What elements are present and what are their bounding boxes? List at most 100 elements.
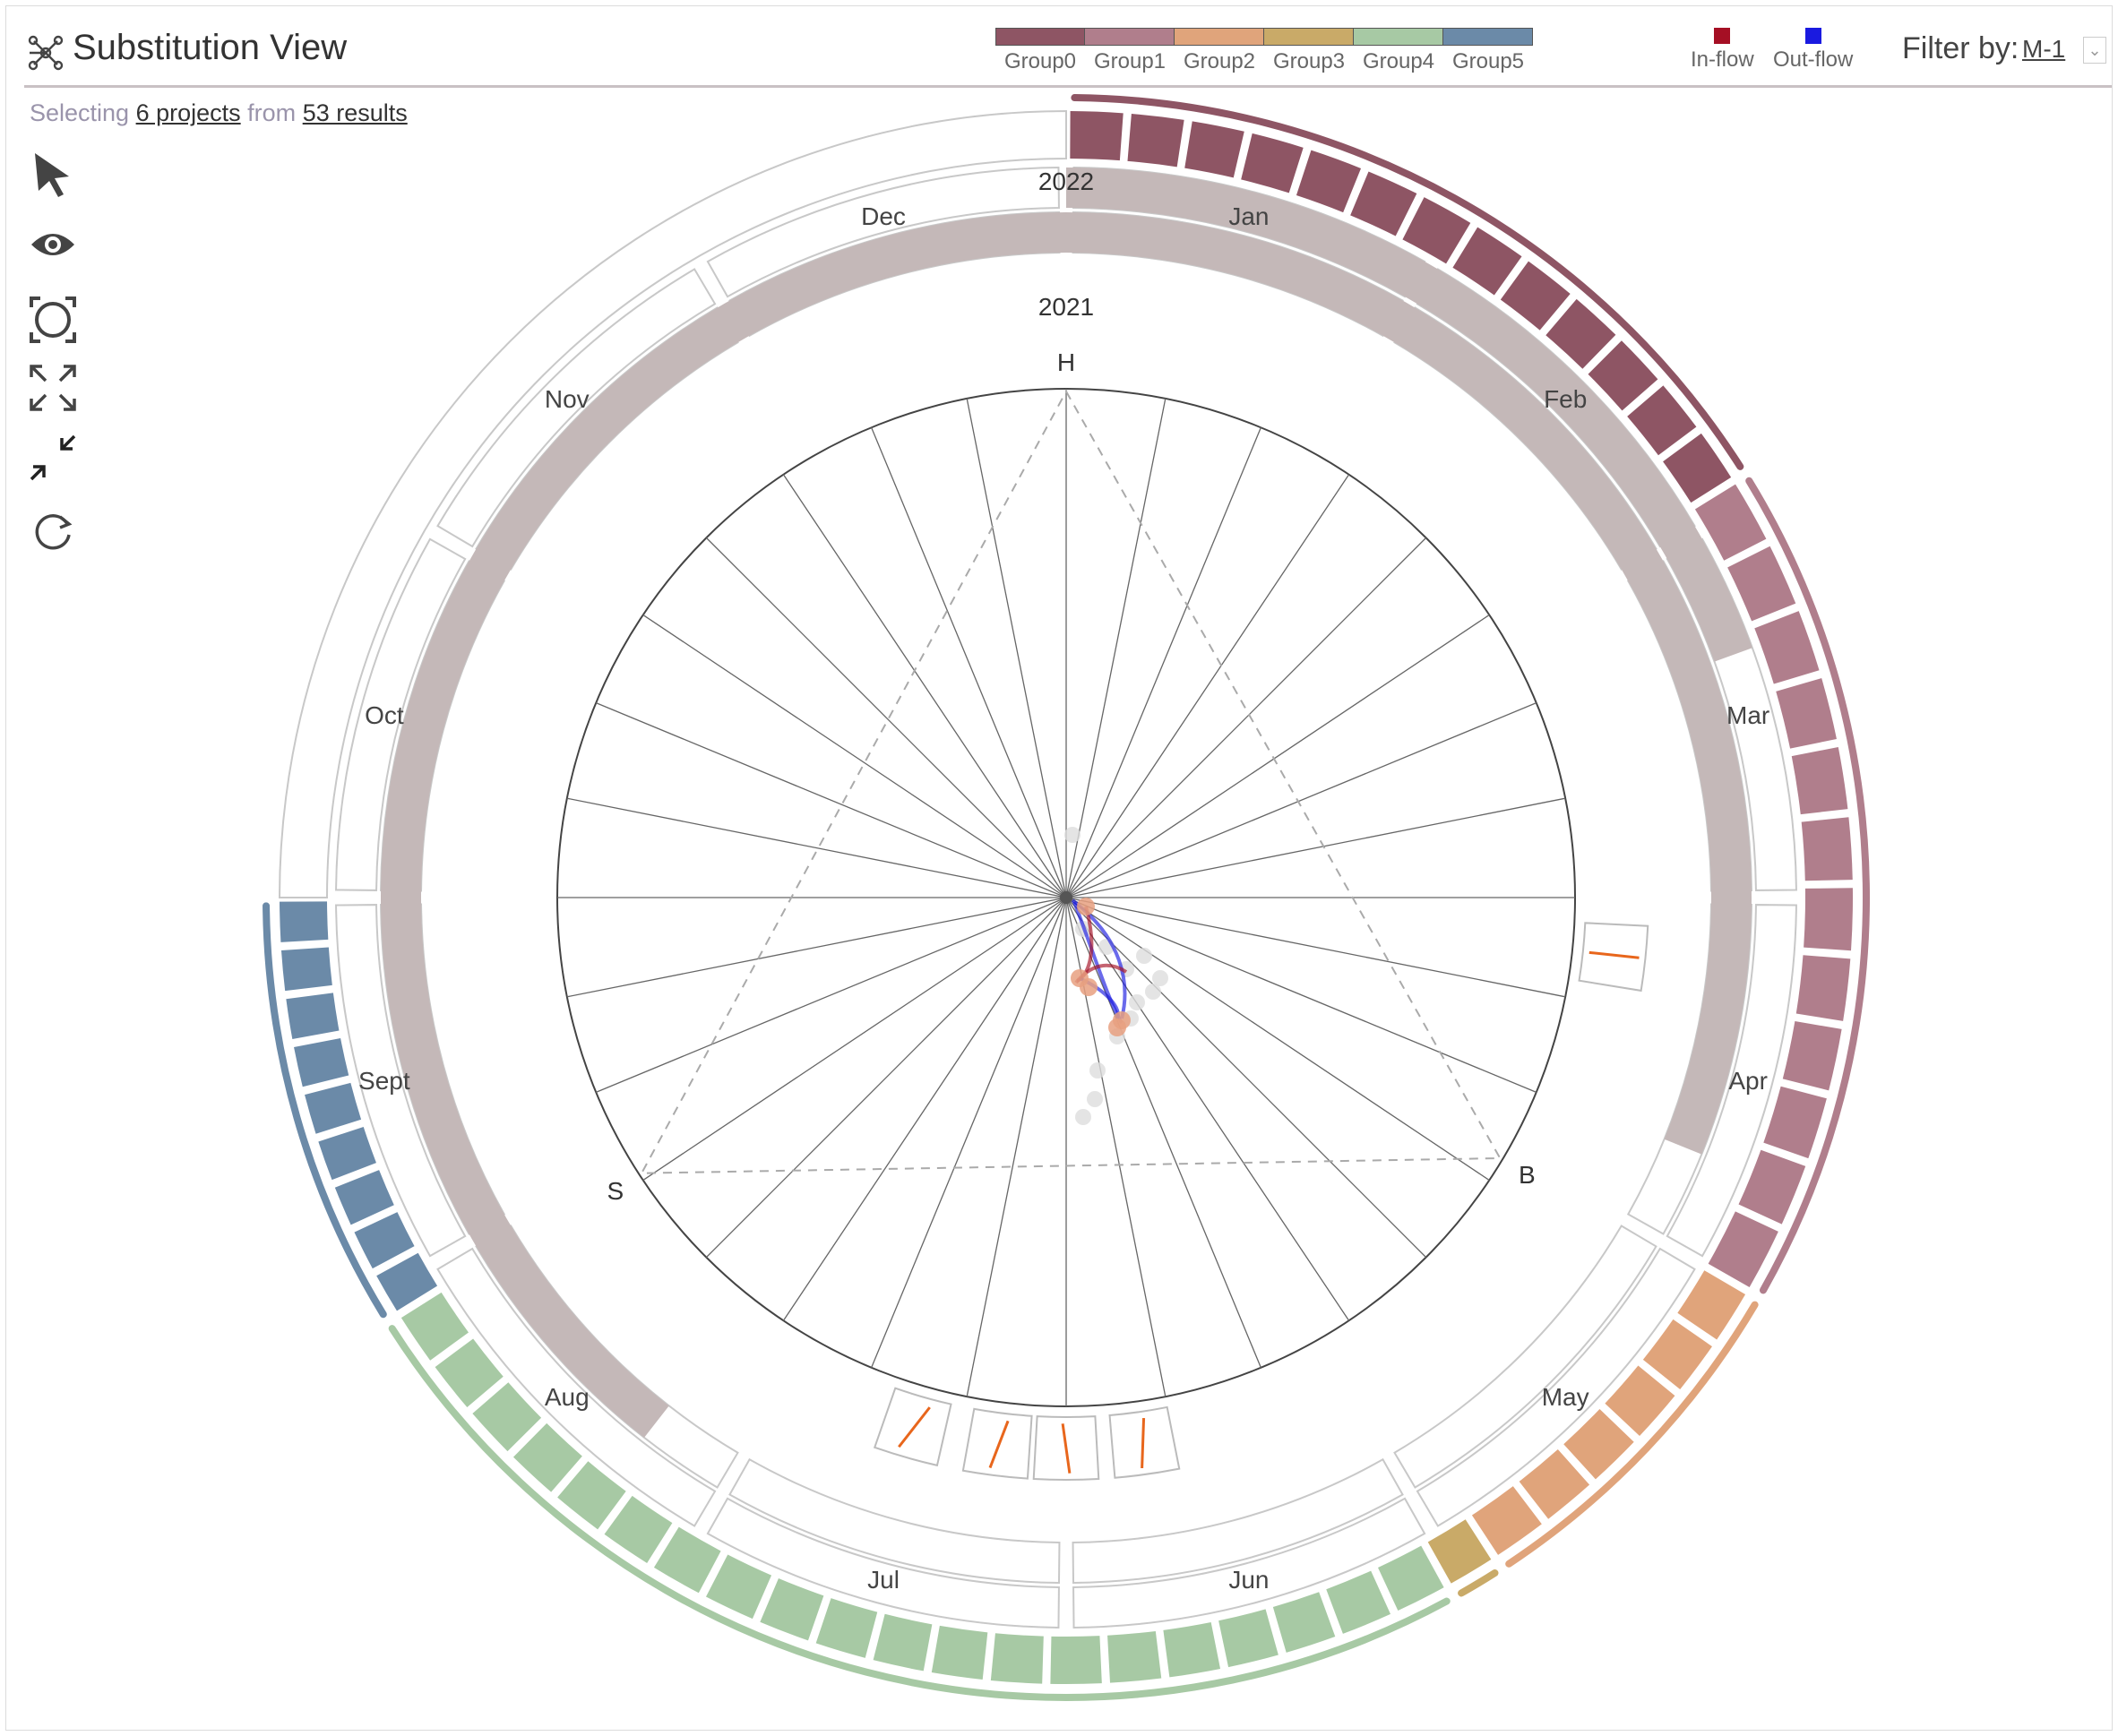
eye-icon[interactable] bbox=[28, 219, 78, 270]
group-arc[interactable] bbox=[263, 902, 387, 1319]
day-segment[interactable] bbox=[1296, 150, 1362, 213]
glyph-box[interactable] bbox=[1108, 1405, 1181, 1479]
group-arc[interactable] bbox=[388, 1325, 1451, 1701]
month-cell-2021[interactable] bbox=[1393, 1225, 1657, 1489]
day-segment[interactable] bbox=[1500, 261, 1571, 331]
month-cell-2022[interactable] bbox=[1072, 1497, 1426, 1629]
day-segment[interactable] bbox=[512, 1422, 582, 1492]
day-segment[interactable] bbox=[1791, 746, 1848, 815]
day-segment[interactable] bbox=[1754, 611, 1820, 684]
month-cell-2021[interactable] bbox=[728, 1457, 1061, 1584]
day-segment[interactable] bbox=[1452, 227, 1522, 296]
chevron-down-icon[interactable]: ⌄ bbox=[2083, 37, 2106, 64]
day-segment[interactable] bbox=[1107, 1630, 1162, 1683]
day-segment[interactable] bbox=[1163, 1622, 1221, 1678]
day-segment[interactable] bbox=[1050, 1636, 1102, 1685]
month-cell-2022[interactable] bbox=[706, 1497, 1060, 1629]
day-segment[interactable] bbox=[1241, 133, 1304, 193]
month-cell-2022[interactable] bbox=[335, 904, 467, 1258]
focus-circle-icon[interactable] bbox=[28, 295, 78, 345]
day-segment[interactable] bbox=[280, 901, 329, 942]
day-segment[interactable] bbox=[294, 1037, 349, 1087]
day-segment[interactable] bbox=[1427, 1519, 1492, 1584]
project-dot[interactable] bbox=[1136, 948, 1152, 964]
day-segment[interactable] bbox=[1519, 1448, 1590, 1519]
day-segment[interactable] bbox=[1708, 1211, 1778, 1288]
day-segment[interactable] bbox=[1627, 385, 1697, 456]
day-segment[interactable] bbox=[1588, 340, 1658, 411]
day-segment[interactable] bbox=[1378, 1545, 1444, 1611]
day-segment[interactable] bbox=[1070, 111, 1124, 161]
selected-projects-link[interactable]: 6 projects bbox=[135, 99, 241, 126]
group-arc[interactable] bbox=[1505, 1301, 1759, 1568]
day-segment[interactable] bbox=[1763, 1086, 1827, 1159]
day-segment[interactable] bbox=[286, 993, 340, 1039]
day-segment[interactable] bbox=[1272, 1592, 1336, 1653]
day-segment[interactable] bbox=[653, 1526, 721, 1594]
day-segment[interactable] bbox=[1184, 121, 1244, 178]
radial-substitution-chart[interactable]: 2022 2021 Jan Feb Mar Apr May Jun Jul Aug Sept Oct N… bbox=[6, 6, 2114, 1732]
project-dot[interactable] bbox=[1087, 1091, 1103, 1107]
day-segment[interactable] bbox=[1782, 1021, 1842, 1091]
project-dot[interactable] bbox=[1064, 827, 1081, 843]
project-dot[interactable] bbox=[1129, 994, 1145, 1010]
project-dot[interactable] bbox=[1075, 1109, 1091, 1125]
day-segment[interactable] bbox=[354, 1212, 415, 1269]
group-arc[interactable] bbox=[1071, 94, 1744, 470]
day-segment[interactable] bbox=[1402, 197, 1471, 264]
glyph-box[interactable] bbox=[961, 1407, 1033, 1480]
group-arc[interactable] bbox=[1745, 477, 1870, 1294]
select-pointer-icon[interactable] bbox=[28, 150, 78, 200]
day-segment[interactable] bbox=[400, 1292, 469, 1361]
month-cell-2022[interactable] bbox=[1416, 1247, 1696, 1527]
day-segment[interactable] bbox=[705, 1554, 772, 1620]
day-segment[interactable] bbox=[1545, 298, 1616, 369]
day-segment[interactable] bbox=[1563, 1409, 1634, 1480]
day-segment[interactable] bbox=[1326, 1570, 1391, 1634]
day-segment[interactable] bbox=[990, 1633, 1044, 1684]
month-cell-2022[interactable] bbox=[436, 268, 717, 548]
day-segment[interactable] bbox=[1776, 678, 1837, 749]
project-dot[interactable] bbox=[1145, 984, 1161, 1000]
month-cell-2021[interactable] bbox=[1072, 1457, 1404, 1584]
month-cell-2022[interactable] bbox=[1666, 904, 1797, 1258]
day-segment[interactable] bbox=[760, 1577, 824, 1641]
day-segment[interactable] bbox=[1801, 817, 1853, 881]
project-dot[interactable] bbox=[1152, 970, 1168, 986]
day-segment[interactable] bbox=[334, 1170, 394, 1225]
day-segment[interactable] bbox=[1350, 171, 1417, 236]
day-segment[interactable] bbox=[1694, 484, 1767, 561]
day-segment[interactable] bbox=[1471, 1486, 1542, 1555]
day-segment[interactable] bbox=[1127, 114, 1184, 168]
flow-endpoint[interactable] bbox=[1080, 978, 1098, 996]
month-cell-2022[interactable] bbox=[706, 167, 1060, 298]
collapse-icon[interactable] bbox=[28, 433, 78, 483]
day-segment[interactable] bbox=[604, 1495, 673, 1563]
day-segment[interactable] bbox=[873, 1613, 933, 1672]
project-dot[interactable] bbox=[1089, 1062, 1106, 1079]
expand-icon[interactable] bbox=[28, 363, 78, 413]
group-arc[interactable] bbox=[1458, 1568, 1499, 1597]
refresh-icon[interactable] bbox=[28, 506, 78, 556]
day-segment[interactable] bbox=[318, 1127, 376, 1181]
day-segment[interactable] bbox=[1738, 1149, 1806, 1225]
glyph-box[interactable] bbox=[1578, 922, 1649, 993]
flow-endpoint[interactable] bbox=[1108, 1018, 1126, 1036]
flow-endpoint[interactable] bbox=[1077, 898, 1095, 915]
day-segment[interactable] bbox=[815, 1598, 878, 1658]
day-segment[interactable] bbox=[1804, 888, 1853, 951]
day-segment[interactable] bbox=[472, 1382, 542, 1452]
day-segment[interactable] bbox=[1663, 433, 1732, 503]
day-segment[interactable] bbox=[280, 947, 332, 992]
day-segment[interactable] bbox=[1642, 1319, 1712, 1389]
day-segment[interactable] bbox=[1727, 546, 1796, 622]
day-segment[interactable] bbox=[1677, 1270, 1746, 1340]
day-segment[interactable] bbox=[1605, 1365, 1675, 1437]
day-segment[interactable] bbox=[931, 1625, 988, 1680]
day-segment[interactable] bbox=[305, 1082, 362, 1134]
month-cell-2022[interactable] bbox=[436, 1247, 717, 1527]
day-segment[interactable] bbox=[557, 1461, 626, 1530]
filter-select[interactable]: M-1 bbox=[2022, 35, 2066, 63]
day-segment[interactable] bbox=[376, 1252, 438, 1311]
day-segment[interactable] bbox=[1795, 955, 1851, 1021]
